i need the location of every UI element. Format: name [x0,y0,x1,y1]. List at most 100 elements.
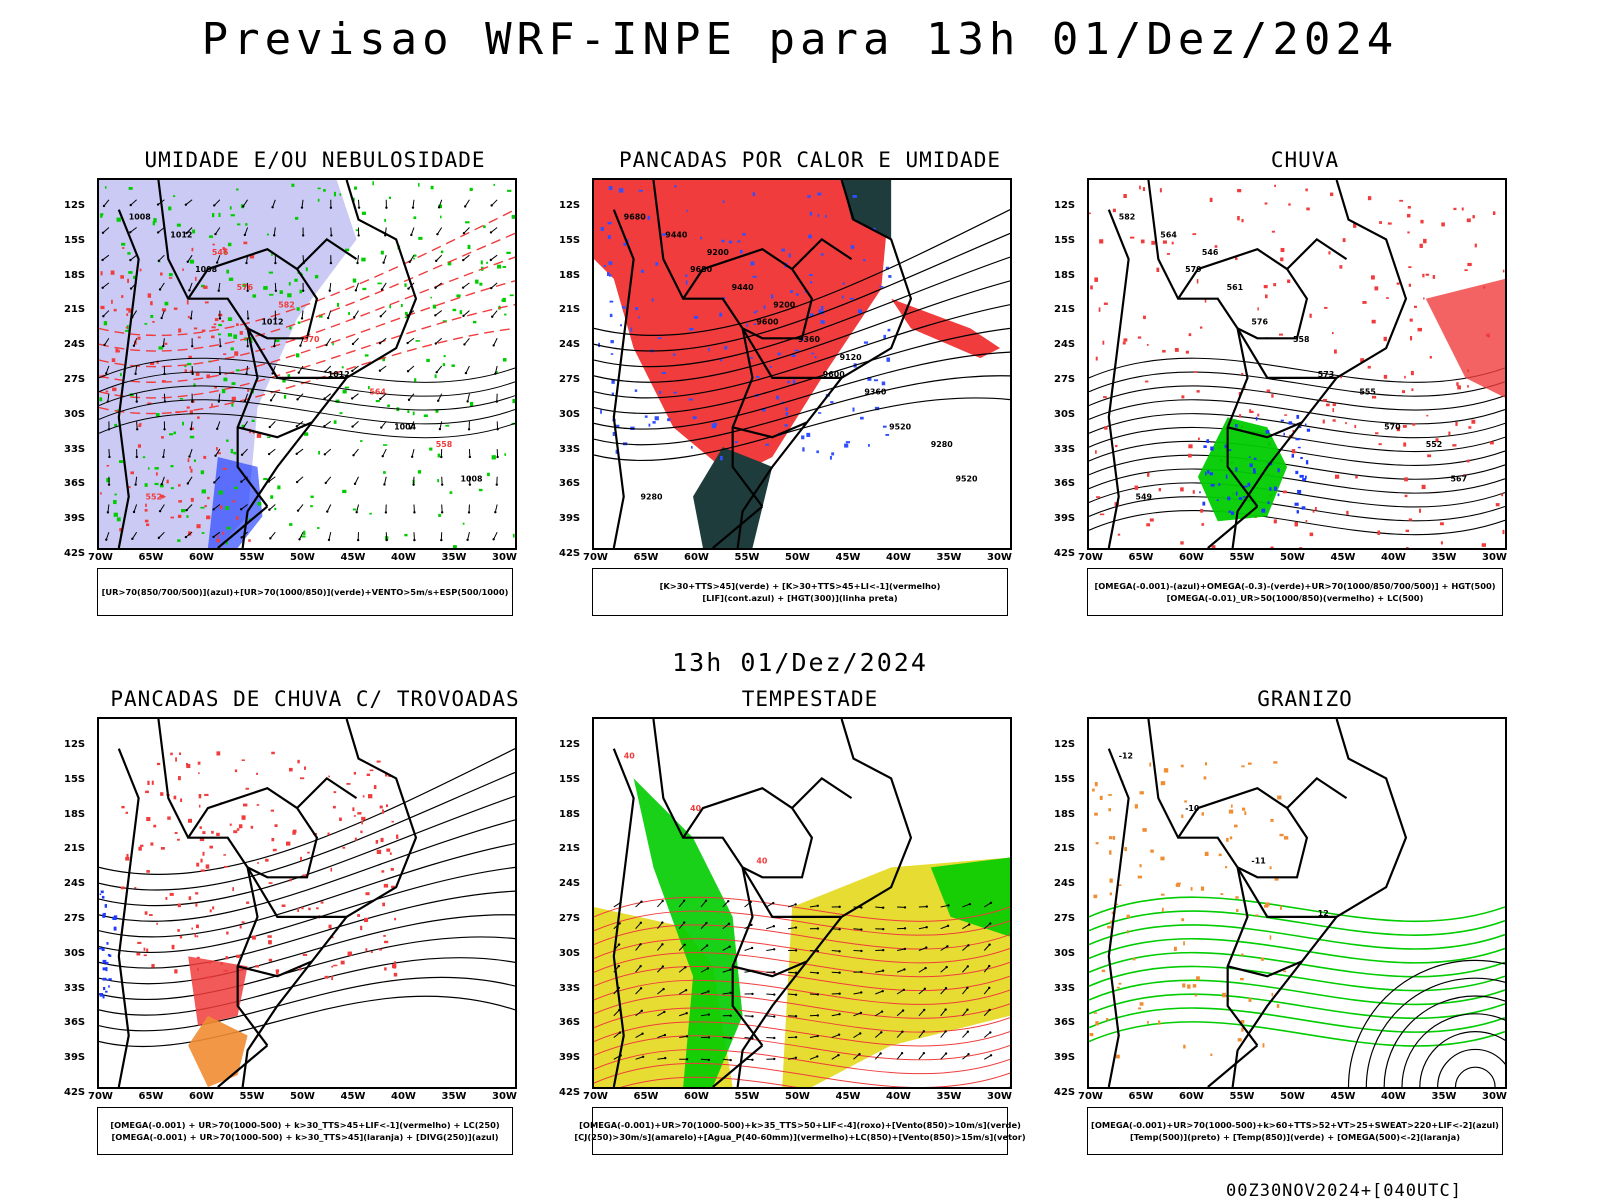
run-id-label: 00Z30NOV2024+[040UTC] [1226,1181,1462,1201]
contour-value-label: -12 [1119,752,1133,761]
contour-value-label: 9360 [864,388,887,397]
latitude-tick-label: 12S [559,200,580,211]
latitude-tick-label: 30S [64,948,85,959]
legend-line: [OMEGA(-0.001)+UR>70(1000-500)+k>60+TTS>… [1091,1119,1499,1131]
latitude-tick-label: 33S [559,983,580,994]
longitude-tick-label: 55W [240,1091,265,1102]
country-borders [119,719,416,1087]
latitude-tick-label: 33S [559,444,580,455]
contour-value-label: 9280 [931,440,954,449]
contour-value-label: 549 [1136,493,1153,502]
longitude-tick-label: 70W [1078,552,1103,563]
latitude-tick-label: 18S [64,270,85,281]
contour-line [1089,400,1505,424]
latitude-tick-label: 12S [1054,739,1075,750]
contour-line [1089,966,1505,990]
contour-value-label: 9280 [641,493,664,502]
contour-line [99,915,515,984]
temp850-contours [1089,897,1505,1046]
forecast-time-label: 13h 01/Dez/2024 [0,648,1600,677]
contour-value-label: 552 [146,493,163,502]
contour-value-label: 9520 [956,475,979,484]
contour-line [1089,372,1505,396]
longitude-tick-label: 45W [836,1091,861,1102]
contour-value-label: 1008 [461,475,484,484]
weather-map[interactable] [97,717,517,1089]
contour-line [99,772,515,890]
map-layers: 1008100810121012100410081012576570564558… [99,180,515,548]
latitude-tick-label: 18S [1054,809,1075,820]
longitude-tick-label: 50W [1280,552,1305,563]
longitude-tick-label: 55W [1230,552,1255,563]
latitude-tick-label: 15S [64,774,85,785]
contour-line [1089,455,1505,479]
contour-value-label: 582 [278,301,295,310]
panel-title: TEMPESTADE [565,687,1055,711]
contour-value-label: 576 [237,283,254,292]
latitude-tick-label: 12S [64,739,85,750]
latitude-tick-label: 24S [64,339,85,350]
longitude-tick-label: 40W [1381,552,1406,563]
longitude-tick-label: 60W [684,552,709,563]
thunder-area [121,751,399,980]
legend-line: [OMEGA(-0.001) + UR>70(1000-500) + k>30_… [110,1119,499,1131]
latitude-tick-label: 39S [1054,513,1075,524]
longitude-tick-label: 35W [937,1091,962,1102]
map-graphic: 1008100810121012100410081012576570564558… [99,180,515,548]
contour-value-label: 1012 [170,230,192,239]
latitude-tick-label: 12S [559,739,580,750]
longitude-tick-label: 55W [1230,1091,1255,1102]
longitude-tick-label: 35W [442,1091,467,1102]
longitude-tick-label: 65W [634,1091,659,1102]
contour-line [99,996,515,1046]
latitude-tick-label: 15S [1054,774,1075,785]
contour-line [99,749,515,875]
panel-legend: [OMEGA(-0.001)+UR>70(1000-500)+k>60+TTS>… [1087,1107,1503,1155]
latitude-tick-label: 33S [1054,444,1075,455]
panel-legend: [UR>70(850/700/500)](azul)+[UR>70(1000/8… [97,568,513,616]
contour-value-label: 546 [1202,248,1219,257]
panel-title: CHUVA [1060,148,1550,172]
contour-value-label: 579 [1185,265,1202,274]
longitude-tick-label: 50W [1280,1091,1305,1102]
latitude-tick-label: 30S [559,409,580,420]
latitude-tick-label: 24S [1054,339,1075,350]
contour-value-label: 40 [756,856,768,865]
contour-value-label: 1008 [195,265,218,274]
latitude-tick-label: 42S [559,1087,580,1098]
longitude-tick-label: 45W [341,1091,366,1102]
longitude-tick-label: 50W [290,552,315,563]
latitude-tick-label: 18S [1054,270,1075,281]
latitude-tick-label: 27S [559,374,580,385]
contour-value-label: 9360 [798,335,821,344]
latitude-tick-label: 18S [559,809,580,820]
contour-value-label: 9440 [665,230,688,239]
latitude-tick-label: 33S [64,983,85,994]
longitude-tick-label: 40W [886,1091,911,1102]
latitude-tick-label: 42S [559,548,580,559]
contour-value-label: 40 [624,752,636,761]
latitude-tick-label: 36S [1054,1017,1075,1028]
longitude-tick-label: 30W [1482,552,1507,563]
latitude-tick-label: 27S [64,913,85,924]
contour-value-label: 12 [1318,909,1329,918]
latitude-tick-label: 39S [64,1052,85,1063]
longitude-tick-label: 50W [785,1091,810,1102]
latitude-tick-label: 18S [64,809,85,820]
longitude-tick-label: 65W [634,552,659,563]
panel-title: UMIDADE E/OU NEBULOSIDADE [70,148,560,172]
latitude-tick-label: 24S [559,878,580,889]
panel-title: GRANIZO [1060,687,1550,711]
